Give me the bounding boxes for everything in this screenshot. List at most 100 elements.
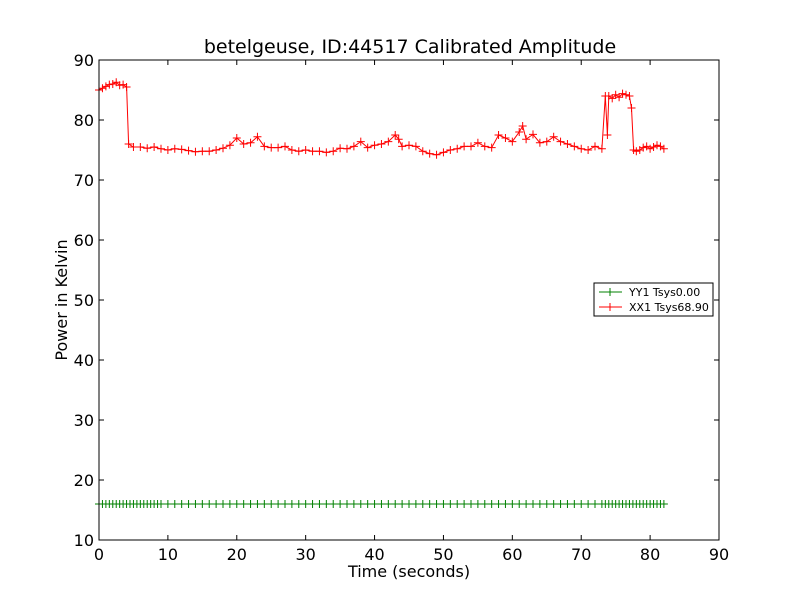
data-point [603, 131, 612, 139]
data-point [384, 500, 393, 508]
data-point [549, 500, 558, 508]
data-point [473, 500, 482, 508]
data-point [398, 500, 407, 508]
data-point [522, 500, 531, 508]
data-point [308, 500, 317, 508]
y-tick-label: 30 [74, 411, 94, 430]
data-point [418, 500, 427, 508]
data-point [570, 142, 579, 151]
data-point [467, 142, 475, 151]
legend-label: XX1 Tsys68.90 [629, 301, 709, 314]
data-point [394, 135, 403, 144]
data-point [122, 83, 131, 91]
data-point [529, 500, 537, 508]
data-point [163, 500, 172, 508]
data-point [659, 144, 668, 153]
y-tick-label: 20 [74, 471, 94, 490]
data-point [615, 93, 624, 102]
data-point [329, 147, 338, 156]
x-tick-label: 80 [640, 545, 660, 564]
data-point [191, 147, 200, 156]
series-layer [95, 78, 668, 508]
data-point [267, 143, 276, 152]
data-point [432, 150, 441, 159]
data-point [308, 147, 317, 156]
data-point [549, 132, 558, 141]
data-point [518, 122, 527, 130]
data-point [219, 500, 227, 508]
data-point [232, 134, 241, 142]
data-point [370, 500, 379, 508]
data-point [336, 500, 345, 508]
data-point [622, 90, 630, 99]
data-point [301, 500, 310, 508]
data-point [212, 500, 221, 508]
data-point [446, 146, 455, 154]
data-point [108, 80, 117, 88]
data-point [219, 144, 227, 153]
data-point [198, 147, 207, 156]
data-point [439, 148, 448, 157]
data-point [646, 144, 655, 153]
data-point [184, 500, 193, 508]
data-point [124, 140, 133, 148]
data-point [425, 500, 434, 508]
data-point [315, 147, 324, 156]
data-point [363, 143, 372, 152]
legend: YY1 Tsys0.00 XX1 Tsys68.90 [593, 282, 714, 317]
y-tick-label: 50 [74, 291, 94, 310]
data-point [446, 500, 455, 508]
data-point [659, 500, 668, 508]
data-point [608, 94, 617, 103]
data-point [246, 138, 255, 147]
data-point [105, 80, 114, 89]
data-point [98, 84, 107, 93]
data-point [494, 500, 503, 508]
data-point [460, 142, 469, 151]
y-tick-label: 10 [74, 531, 94, 550]
data-point [556, 137, 565, 146]
data-point [618, 89, 627, 98]
data-point [177, 500, 186, 508]
data-point [432, 500, 441, 508]
data-point [157, 144, 165, 153]
data-point [649, 143, 658, 151]
data-point [563, 140, 572, 148]
data-point [556, 500, 565, 508]
data-point [425, 149, 434, 158]
data-point [260, 500, 269, 508]
data-point [246, 500, 255, 508]
data-point [170, 144, 179, 153]
data-point [274, 143, 283, 152]
data-point [487, 500, 496, 508]
data-point [349, 500, 358, 508]
legend-label: YY1 Tsys0.00 [628, 286, 700, 299]
x-tick-label: 90 [709, 545, 729, 564]
chart-title: betelgeuse, ID:44517 Calibrated Amplitud… [204, 36, 616, 58]
data-point [584, 146, 593, 154]
data-point [391, 500, 400, 508]
data-point [136, 143, 145, 151]
data-point [205, 147, 214, 156]
data-point [597, 144, 606, 153]
data-point [260, 142, 269, 151]
data-point [101, 82, 110, 91]
data-point [336, 144, 345, 153]
series-0 [95, 500, 668, 508]
data-point [570, 500, 579, 508]
data-point [501, 500, 510, 508]
data-point [129, 143, 138, 151]
data-point [163, 146, 172, 154]
data-point [177, 145, 186, 154]
data-point [377, 500, 386, 508]
legend-marker [606, 288, 614, 296]
data-point [515, 128, 524, 136]
data-point [315, 500, 324, 508]
data-point [467, 500, 475, 508]
data-point [157, 500, 165, 508]
y-axis-label: Power in Kelvin [52, 239, 71, 360]
data-point [632, 147, 641, 156]
data-point [563, 500, 572, 508]
data-point [418, 147, 427, 156]
data-point [198, 500, 207, 508]
